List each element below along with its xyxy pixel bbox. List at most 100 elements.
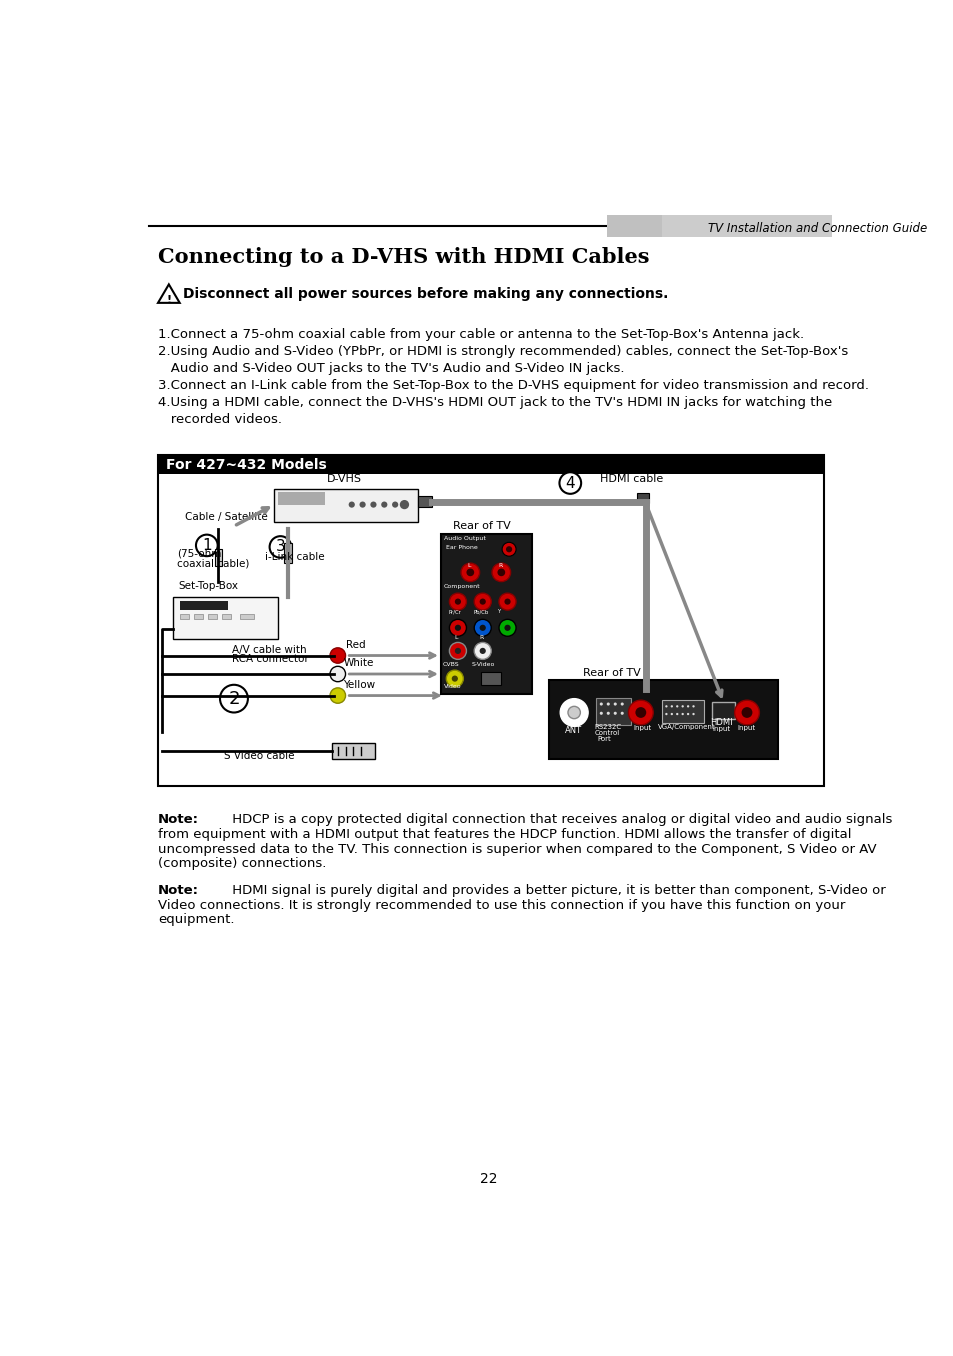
Text: Port: Port — [597, 736, 611, 742]
Circle shape — [498, 620, 516, 636]
Circle shape — [479, 648, 485, 654]
Circle shape — [348, 502, 355, 507]
Bar — [417, 496, 431, 507]
Circle shape — [740, 706, 752, 717]
Circle shape — [498, 593, 516, 610]
Bar — [179, 614, 189, 620]
Text: VGA/Component: VGA/Component — [658, 724, 715, 730]
Circle shape — [270, 536, 291, 557]
Text: Video connections. It is strongly recommended to use this connection if you have: Video connections. It is strongly recomm… — [158, 899, 844, 911]
Text: 22: 22 — [479, 1172, 497, 1186]
Circle shape — [359, 502, 365, 507]
Text: A/V cable with: A/V cable with — [232, 645, 306, 655]
Circle shape — [620, 702, 623, 705]
Bar — [240, 614, 253, 620]
Bar — [278, 492, 324, 504]
Bar — [208, 614, 216, 620]
Circle shape — [628, 700, 653, 725]
Circle shape — [686, 713, 688, 715]
Circle shape — [558, 472, 580, 494]
Text: RCA connector: RCA connector — [232, 655, 308, 664]
Circle shape — [392, 502, 397, 507]
Bar — [596, 698, 630, 725]
Text: 1.Connect a 75-ohm coaxial cable from your cable or antenna to the Set-Top-Box's: 1.Connect a 75-ohm coaxial cable from yo… — [158, 328, 803, 342]
Circle shape — [479, 598, 485, 605]
Bar — [607, 216, 831, 237]
Bar — [711, 702, 735, 720]
Text: For 427~432 Models: For 427~432 Models — [166, 457, 326, 472]
Text: Input: Input — [633, 725, 651, 731]
Circle shape — [455, 648, 460, 654]
Text: Pb/Cb: Pb/Cb — [473, 609, 488, 614]
Circle shape — [195, 534, 217, 556]
Circle shape — [330, 648, 345, 663]
Circle shape — [676, 713, 678, 715]
Text: Red: Red — [345, 640, 365, 650]
Circle shape — [381, 502, 387, 507]
Text: 4.Using a HDMI cable, connect the D-VHS's HDMI OUT jack to the TV's HDMI IN jack: 4.Using a HDMI cable, connect the D-VHS'… — [158, 396, 831, 410]
Circle shape — [330, 687, 345, 704]
Circle shape — [606, 702, 609, 705]
Circle shape — [664, 713, 667, 715]
Circle shape — [330, 666, 345, 682]
Bar — [158, 456, 823, 786]
Text: ANT: ANT — [564, 725, 581, 735]
Text: TV Installation and Connection Guide: TV Installation and Connection Guide — [707, 222, 926, 236]
Circle shape — [686, 705, 688, 708]
Circle shape — [734, 700, 759, 725]
Circle shape — [692, 713, 694, 715]
Text: 1: 1 — [202, 538, 212, 553]
Text: Audio Output: Audio Output — [443, 536, 485, 541]
Circle shape — [474, 593, 491, 610]
Bar — [173, 597, 278, 639]
Circle shape — [664, 705, 667, 708]
Circle shape — [504, 625, 510, 631]
Text: HDMI cable: HDMI cable — [599, 473, 662, 484]
Circle shape — [676, 705, 678, 708]
Bar — [480, 673, 500, 685]
Circle shape — [505, 546, 512, 552]
Text: Audio and S-Video OUT jacks to the TV's Audio and S-Video IN jacks.: Audio and S-Video OUT jacks to the TV's … — [158, 362, 624, 376]
Text: Video: Video — [443, 683, 461, 689]
Text: RS232C: RS232C — [594, 724, 620, 730]
Circle shape — [497, 568, 505, 576]
Bar — [637, 494, 649, 503]
Circle shape — [449, 593, 466, 610]
Circle shape — [504, 598, 510, 605]
Circle shape — [567, 706, 579, 719]
Text: Pr/Cr: Pr/Cr — [448, 609, 461, 614]
Text: Y: Y — [497, 609, 501, 614]
Text: Cable / Satellite: Cable / Satellite — [185, 513, 268, 522]
Text: Note:: Note: — [158, 814, 199, 826]
Circle shape — [399, 500, 409, 510]
Circle shape — [455, 598, 460, 605]
Circle shape — [452, 675, 457, 682]
Text: from equipment with a HDMI output that features the HDCP function. HDMI allows t: from equipment with a HDMI output that f… — [158, 829, 851, 841]
Text: 2: 2 — [228, 690, 239, 708]
Text: R: R — [479, 636, 483, 640]
Bar — [158, 456, 823, 473]
Bar — [193, 614, 203, 620]
Circle shape — [501, 542, 516, 556]
Text: Rear of TV: Rear of TV — [453, 521, 510, 532]
Text: L: L — [467, 563, 470, 568]
Text: Input: Input — [737, 725, 755, 731]
Text: S Video cable: S Video cable — [224, 751, 294, 761]
Text: 3: 3 — [275, 540, 285, 555]
Bar — [274, 490, 417, 522]
Text: Disconnect all power sources before making any connections.: Disconnect all power sources before maki… — [183, 286, 667, 301]
Circle shape — [449, 643, 466, 659]
Text: Connecting to a D-VHS with HDMI Cables: Connecting to a D-VHS with HDMI Cables — [158, 247, 649, 267]
Bar — [214, 549, 221, 567]
Circle shape — [559, 698, 587, 727]
Text: Input: Input — [711, 725, 729, 732]
Text: R: R — [497, 563, 502, 568]
Circle shape — [492, 563, 510, 582]
Text: 2.Using Audio and S-Video (YPbPr, or HDMI is strongly recommended) cables, conne: 2.Using Audio and S-Video (YPbPr, or HDM… — [158, 346, 847, 358]
Text: D-VHS: D-VHS — [326, 473, 361, 484]
Circle shape — [474, 620, 491, 636]
Text: CVBS: CVBS — [442, 662, 458, 667]
Circle shape — [460, 563, 479, 582]
Circle shape — [474, 643, 491, 659]
Text: (composite) connections.: (composite) connections. — [158, 857, 326, 871]
